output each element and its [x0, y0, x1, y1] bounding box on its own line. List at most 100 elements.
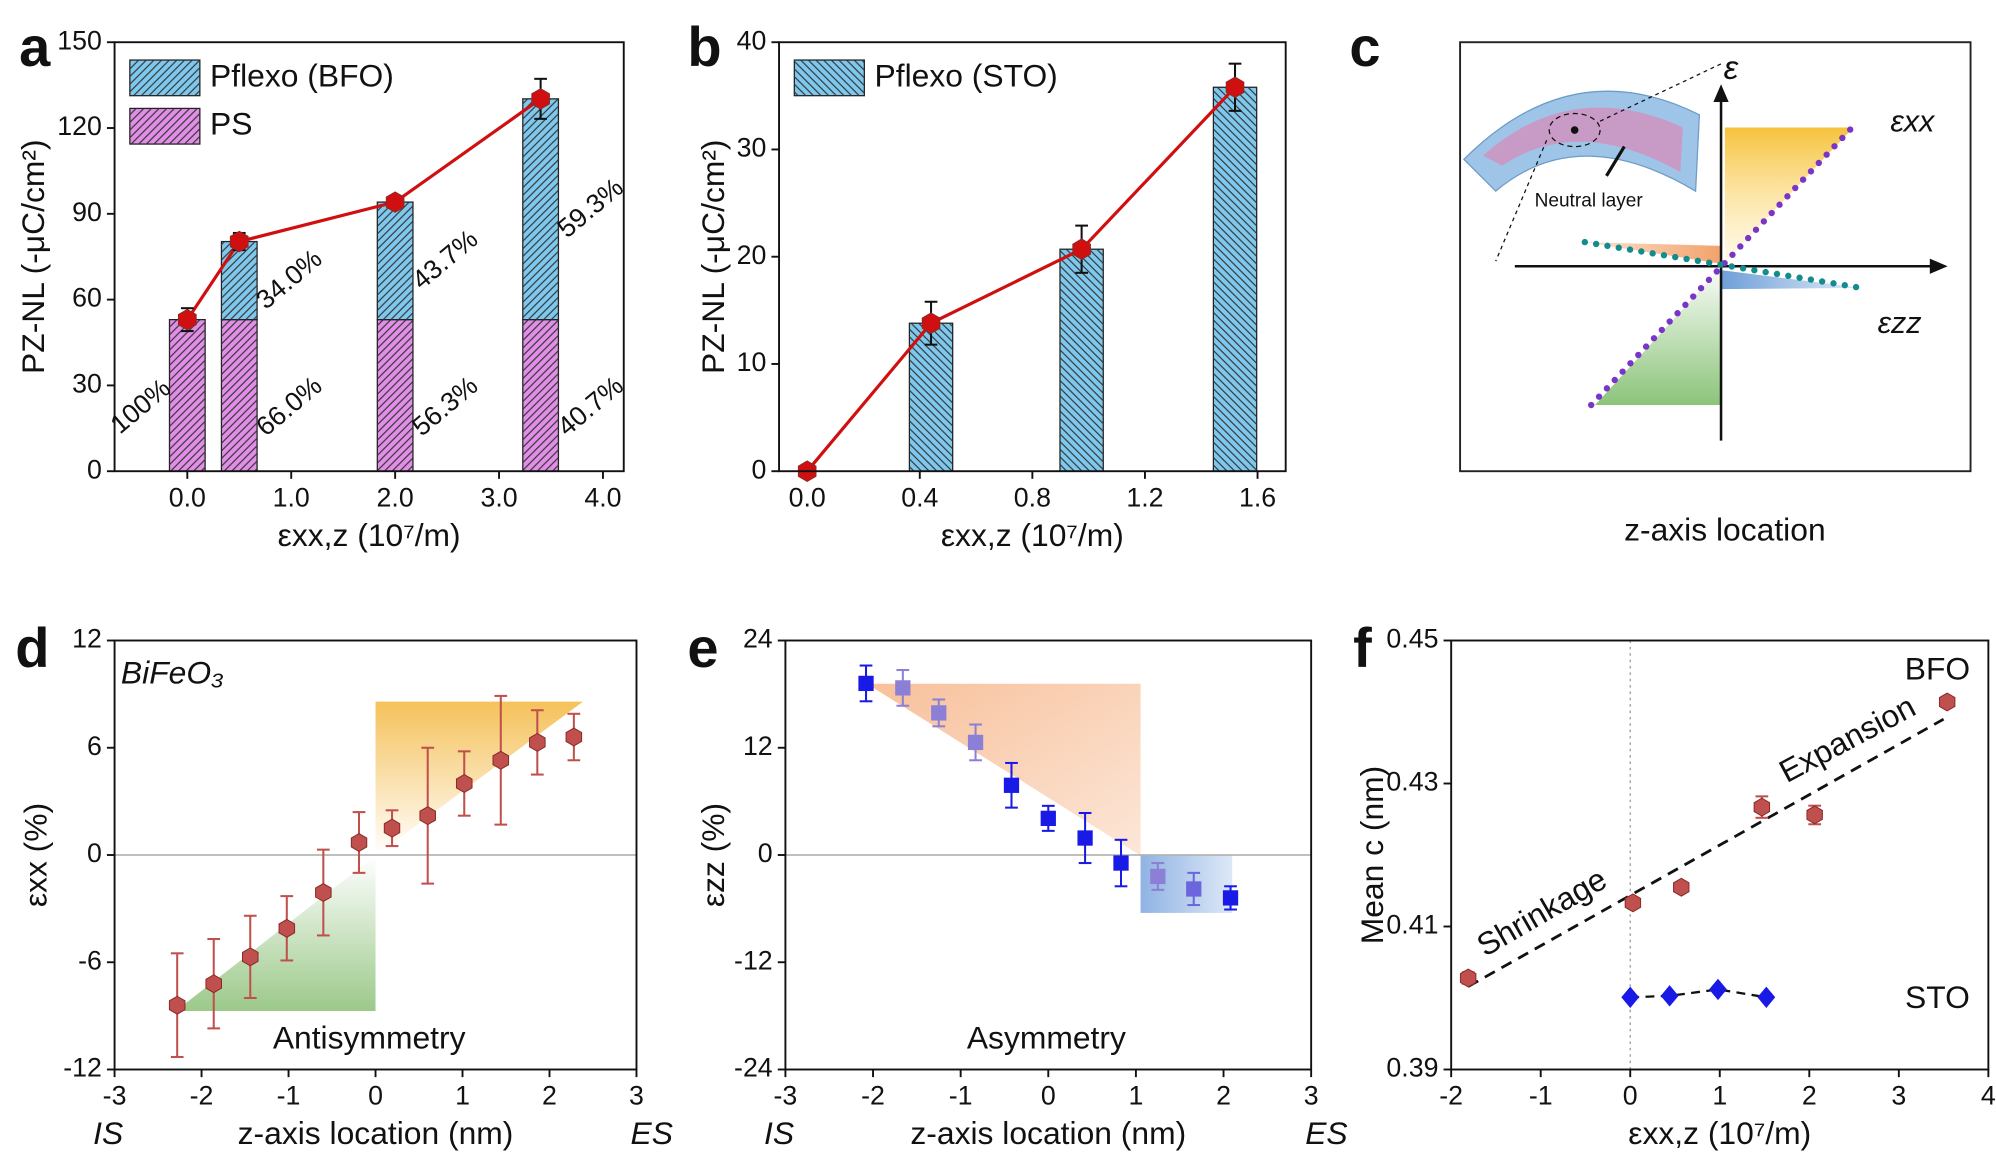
- legend-hatch: [129, 60, 200, 96]
- y-tick-label: 24: [743, 624, 773, 654]
- marker: [1753, 797, 1771, 817]
- x-tick-label: -1: [1529, 1081, 1553, 1111]
- x-tick-label: -3: [103, 1081, 127, 1111]
- marker: [1072, 238, 1091, 260]
- arrowhead: [1929, 258, 1948, 274]
- x-tick-label: 0.0: [789, 482, 826, 512]
- x-axis-end-label: IS: [93, 1115, 123, 1151]
- marker: [383, 818, 401, 838]
- plot-frame: [113, 41, 625, 473]
- marker: [278, 918, 296, 938]
- marker: [229, 230, 249, 253]
- marker: [419, 806, 436, 826]
- legend-label: PS: [210, 106, 252, 142]
- x-axis-label: εxx,z (10⁷/m): [278, 517, 461, 553]
- diagram: Neutral layer ε εxx εzz z-axis location: [1459, 41, 1972, 548]
- x-tick-label: -2: [861, 1081, 885, 1111]
- diagram-label: εxx: [1890, 105, 1936, 139]
- percent-label: 56.3%: [406, 370, 483, 442]
- x-tick-label: 1.6: [1239, 482, 1276, 512]
- x-tick-label: 3: [1891, 1081, 1906, 1111]
- panel-letter: c: [1349, 15, 1380, 78]
- x-tick-label: -1: [277, 1081, 301, 1111]
- x-axis-label: z-axis location (nm): [910, 1115, 1186, 1151]
- annotation: Asymmetry: [967, 1020, 1126, 1056]
- y-tick-label: -12: [734, 945, 773, 975]
- y-tick-label: 0.41: [1386, 910, 1438, 940]
- x-axis-end-label: IS: [764, 1115, 794, 1151]
- marker: [385, 191, 405, 213]
- marker: [1660, 985, 1679, 1007]
- bar-hatch: [1059, 249, 1104, 472]
- x-tick-label: -1: [949, 1081, 973, 1111]
- marker: [1806, 805, 1823, 825]
- y-tick-label: 30: [737, 133, 767, 163]
- zoom-line: [1495, 139, 1548, 262]
- line: [805, 86, 1237, 473]
- x-axis-label: εxx,z (10⁷/m): [941, 517, 1124, 553]
- x-axis-label: εxx,z (10⁷/m): [1628, 1115, 1811, 1151]
- series-label: BFO: [1905, 650, 1970, 686]
- series-label: STO: [1905, 979, 1970, 1015]
- y-tick-label: 60: [72, 283, 102, 313]
- y-tick-label: 0.45: [1386, 624, 1438, 654]
- y-tick-label: 0.39: [1386, 1053, 1438, 1083]
- percent-label: 40.7%: [552, 370, 629, 442]
- x-tick-label: 0: [1623, 1081, 1638, 1111]
- x-axis-end-label: ES: [631, 1115, 673, 1151]
- panel-letter: a: [19, 15, 51, 78]
- x-tick-label: 1.2: [1126, 482, 1163, 512]
- marker: [241, 947, 259, 967]
- x-tick-label: 1: [1712, 1081, 1727, 1111]
- region-green: [1595, 267, 1722, 406]
- marker: [529, 732, 546, 752]
- y-tick-label: 12: [72, 624, 102, 654]
- diagram-frame: [1459, 41, 1972, 473]
- y-tick-label: 10: [737, 347, 767, 377]
- x-tick-label: 1: [455, 1081, 470, 1111]
- diagram-label: ε: [1724, 50, 1739, 87]
- neutral-point: [1570, 126, 1579, 134]
- x-tick-label: 2: [1216, 1081, 1231, 1111]
- x-tick-label: 0: [368, 1081, 383, 1111]
- x-tick-label: 2: [1802, 1081, 1817, 1111]
- y-tick-label: 0.43: [1386, 767, 1438, 797]
- x-tick-label: -3: [774, 1081, 798, 1111]
- y-tick-label: 90: [72, 197, 102, 227]
- panel-letter: e: [687, 616, 718, 679]
- plot-frame: [778, 41, 1287, 473]
- y-tick-label: 30: [72, 368, 102, 398]
- y-axis-label: PZ-NL (-μC/cm²): [15, 139, 51, 374]
- marker: [1040, 810, 1056, 827]
- x-tick-label: -2: [1439, 1081, 1463, 1111]
- bar-hatch: [909, 323, 953, 472]
- shade-orange: [375, 701, 584, 856]
- marker: [168, 995, 186, 1015]
- marker: [1673, 877, 1690, 897]
- marker: [1709, 978, 1727, 1001]
- bar-hatch: [169, 319, 206, 472]
- percent-label: 66.0%: [250, 370, 327, 442]
- y-tick-label: 0: [87, 838, 102, 868]
- x-tick-label: 3: [1304, 1081, 1319, 1111]
- marker: [565, 727, 583, 747]
- bar-hatch: [1213, 87, 1257, 472]
- x-tick-label: 1.0: [273, 482, 310, 512]
- legend-label: Pflexo (STO): [875, 57, 1058, 93]
- x-tick-label: 1: [1128, 1081, 1143, 1111]
- annotation: Antisymmetry: [273, 1020, 466, 1056]
- beam-inner: [1482, 107, 1683, 173]
- x-tick-label: -2: [190, 1081, 214, 1111]
- percent-label: 34.0%: [250, 243, 327, 315]
- marker: [1222, 890, 1239, 906]
- marker: [921, 312, 941, 334]
- y-tick-label: 40: [737, 25, 767, 55]
- bar-hatch: [221, 319, 258, 472]
- axis-label: z-axis location: [1624, 512, 1826, 548]
- annotation: BiFeO₃: [121, 654, 224, 690]
- y-tick-label: 0: [751, 454, 766, 484]
- percent-label: 59.3%: [552, 172, 629, 244]
- marker: [1186, 881, 1202, 897]
- region-blue: [1721, 270, 1862, 290]
